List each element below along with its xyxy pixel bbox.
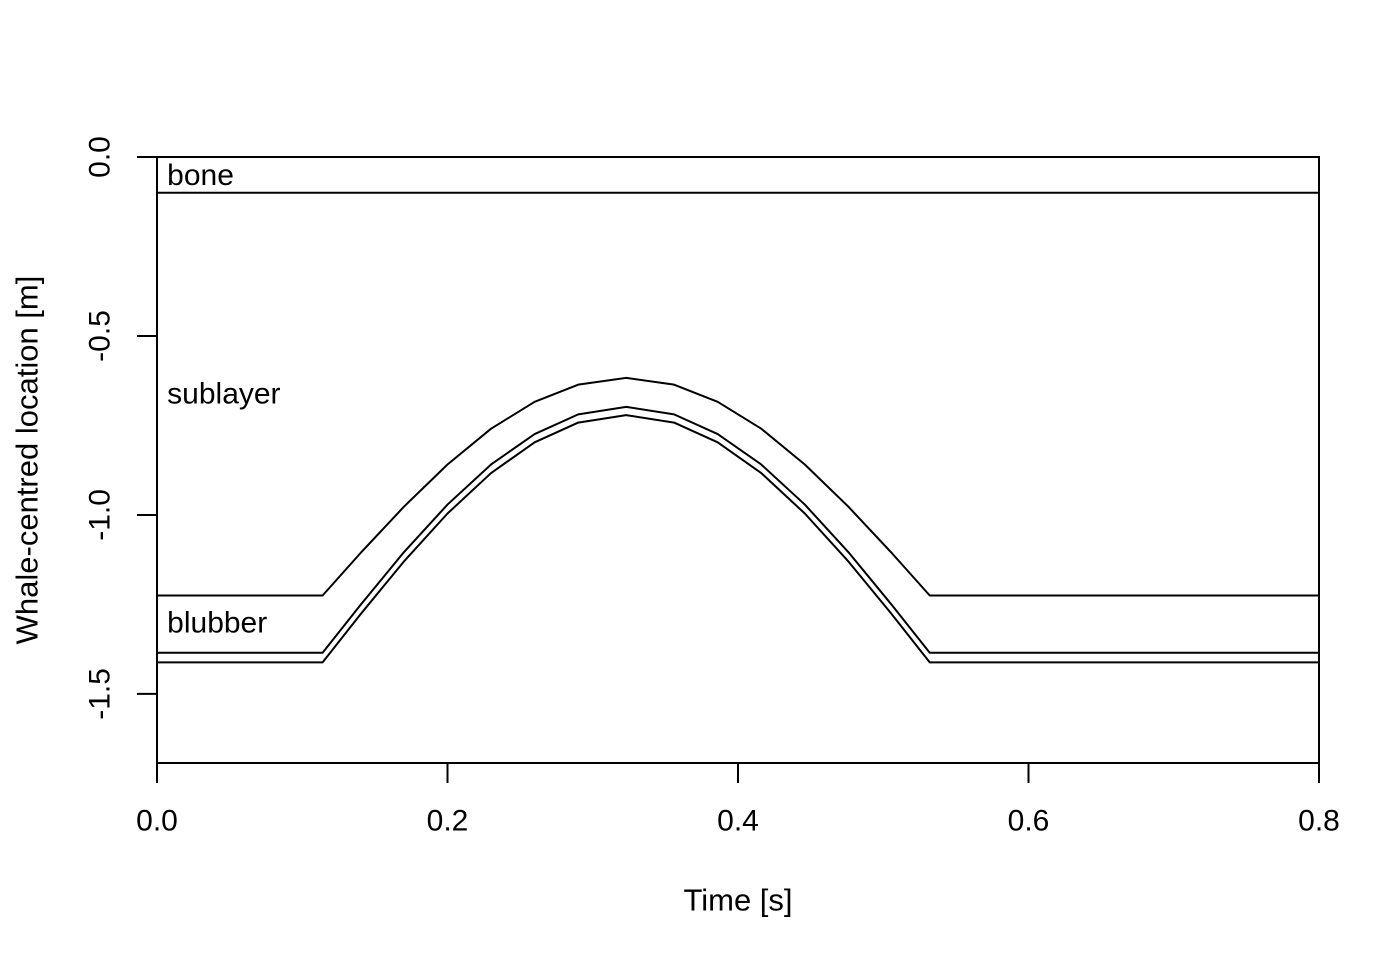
x-axis: 0.0 0.2 0.4 0.6 0.8 — [136, 763, 1340, 838]
x-tick-label: 0.4 — [717, 805, 759, 838]
plot-border — [156, 156, 1320, 764]
layer-label-blubber: blubber — [167, 607, 267, 640]
y-tick-label: -1.5 — [84, 668, 117, 720]
y-tick-label: -1.0 — [84, 489, 117, 541]
series-sublayer-blubber-interface — [157, 376, 1319, 597]
x-tick-label: 0.2 — [427, 805, 469, 838]
y-tick-label: -0.5 — [84, 310, 117, 362]
x-tick-label: 0.8 — [1298, 805, 1340, 838]
series-lines — [157, 156, 1319, 664]
y-tick-label: 0.0 — [84, 136, 117, 178]
x-tick-label: 0.6 — [1008, 805, 1050, 838]
plot-annotations: bone sublayer blubber — [167, 159, 280, 640]
y-axis-title: Whale-centred location [m] — [10, 276, 45, 645]
layer-label-sublayer: sublayer — [167, 377, 280, 410]
x-axis-title: Time [s] — [683, 883, 792, 918]
series-outer-surface — [157, 414, 1319, 664]
plot-box-group — [156, 156, 1320, 764]
y-axis: 0.0 -0.5 -1.0 -1.5 — [84, 136, 157, 720]
layer-label-bone: bone — [167, 159, 234, 192]
series-blubber-outer-interface — [157, 405, 1319, 654]
x-tick-label: 0.0 — [136, 805, 178, 838]
